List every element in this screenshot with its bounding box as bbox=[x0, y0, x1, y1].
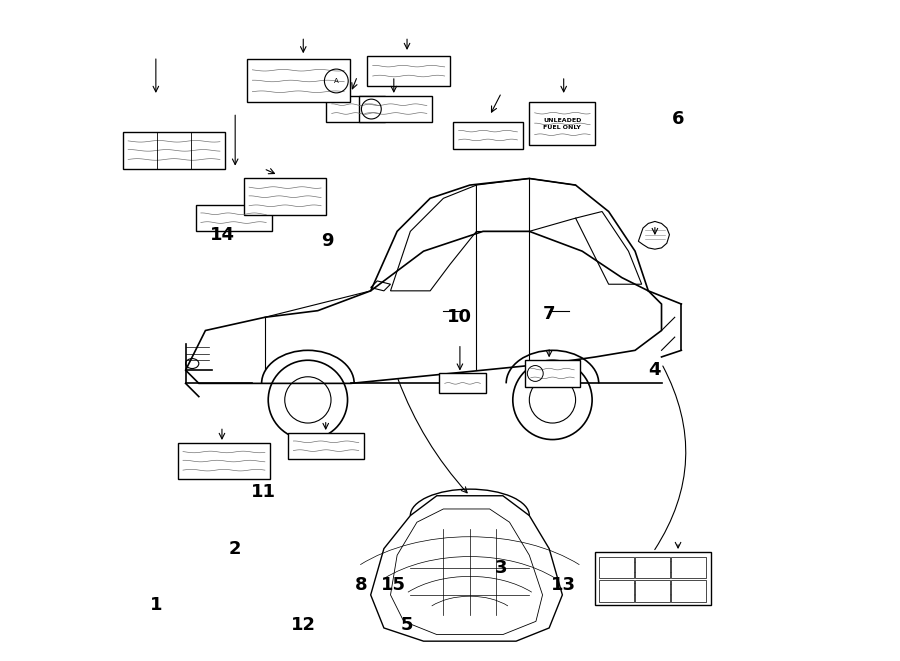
Bar bbox=[598, 580, 634, 602]
Text: 15: 15 bbox=[382, 576, 406, 594]
Bar bbox=[529, 102, 596, 145]
Text: 1: 1 bbox=[149, 596, 162, 614]
Text: 2: 2 bbox=[229, 539, 241, 558]
Text: 3: 3 bbox=[495, 559, 508, 578]
Text: UNLEADED
FUEL ONLY: UNLEADED FUEL ONLY bbox=[544, 118, 581, 130]
Text: 8: 8 bbox=[355, 576, 367, 594]
Bar bbox=[526, 360, 580, 387]
Bar bbox=[327, 96, 384, 122]
Text: 14: 14 bbox=[210, 225, 235, 244]
Bar bbox=[288, 433, 364, 459]
Text: 13: 13 bbox=[551, 576, 576, 594]
Bar bbox=[367, 56, 450, 86]
Bar bbox=[122, 132, 225, 169]
Bar bbox=[195, 205, 272, 231]
Bar bbox=[359, 96, 432, 122]
Text: 11: 11 bbox=[251, 483, 276, 502]
Text: 7: 7 bbox=[543, 305, 555, 323]
Text: 10: 10 bbox=[447, 308, 473, 327]
Text: 5: 5 bbox=[400, 615, 413, 634]
Text: 4: 4 bbox=[649, 361, 662, 379]
Bar bbox=[248, 59, 349, 102]
Bar bbox=[454, 122, 523, 149]
Text: 12: 12 bbox=[291, 615, 316, 634]
Text: A: A bbox=[334, 78, 338, 84]
Bar bbox=[671, 557, 706, 578]
Text: 6: 6 bbox=[671, 110, 684, 128]
Bar bbox=[244, 178, 327, 215]
Bar bbox=[596, 552, 711, 605]
Bar bbox=[671, 580, 706, 602]
Bar bbox=[598, 557, 634, 578]
Text: 9: 9 bbox=[321, 232, 334, 251]
Bar bbox=[439, 373, 486, 393]
Bar bbox=[177, 443, 270, 479]
Bar bbox=[635, 557, 670, 578]
Bar bbox=[635, 580, 670, 602]
